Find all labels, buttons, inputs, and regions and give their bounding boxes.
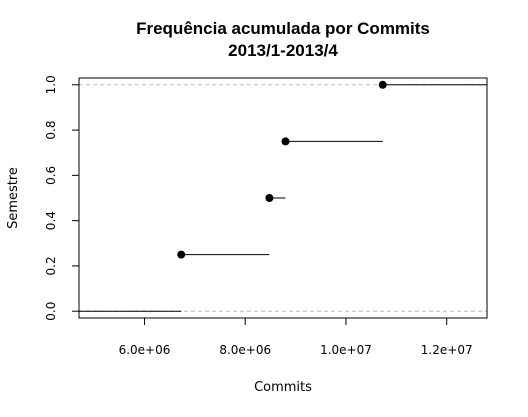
x-axis-label: Commits xyxy=(254,380,312,395)
y-tick-label: 0.0 xyxy=(44,302,58,321)
y-tick-label: 0.8 xyxy=(44,121,58,140)
plot-area xyxy=(79,80,487,312)
plot-frame xyxy=(78,77,488,319)
y-tick-label: 0.4 xyxy=(44,211,58,230)
chart-title: Frequência acumulada por Commits xyxy=(136,19,430,38)
x-tick-label: 6.0e+06 xyxy=(119,343,171,357)
x-tick-label: 1.2e+07 xyxy=(421,343,473,357)
data-point xyxy=(281,137,290,146)
data-point xyxy=(378,80,387,89)
x-tick-label: 8.0e+06 xyxy=(219,343,271,357)
chart-subtitle: 2013/1-2013/4 xyxy=(228,41,338,60)
y-tick-label: 0.6 xyxy=(44,166,58,185)
y-axis-label: Semestre xyxy=(6,167,21,229)
y-tick-label: 0.2 xyxy=(44,256,58,275)
data-point xyxy=(265,194,274,202)
x-axis: 6.0e+06 8.0e+06 1.0e+07 1.2e+07 xyxy=(119,318,473,357)
x-tick-label: 1.0e+07 xyxy=(320,343,372,357)
y-tick-label: 1.0 xyxy=(44,75,58,94)
data-point xyxy=(177,250,186,259)
y-axis: 0.0 0.2 0.4 0.6 0.8 1.0 xyxy=(44,75,79,321)
